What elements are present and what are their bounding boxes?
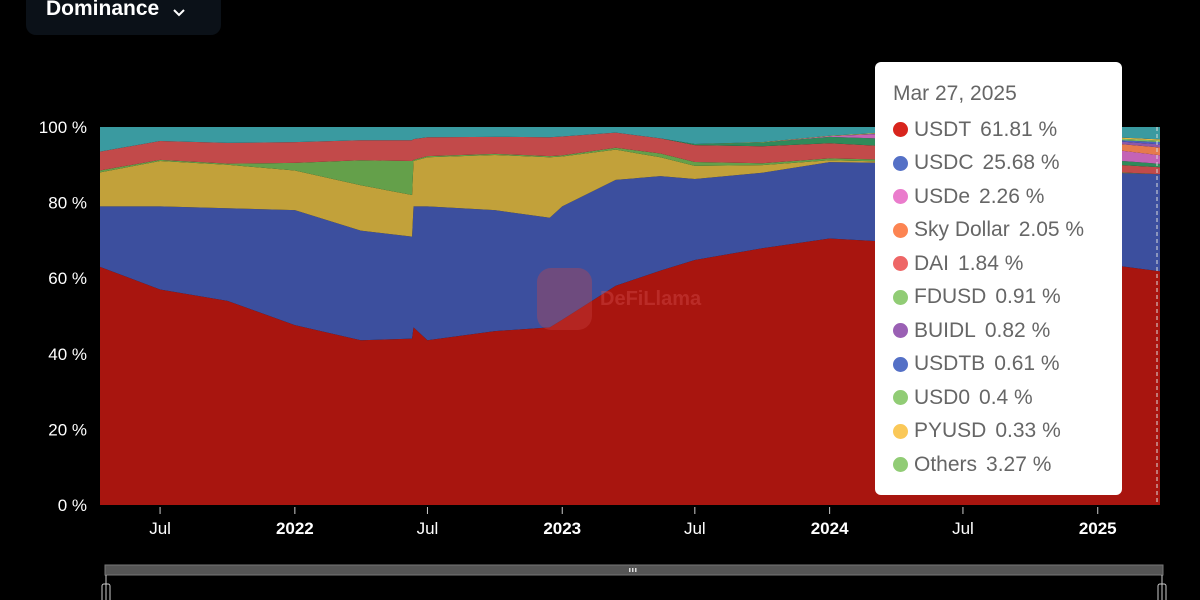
tooltip-row: PYUSD 0.33 %: [893, 415, 1122, 449]
area-series-3: [100, 147, 1160, 196]
metric-dropdown[interactable]: Dominance: [26, 0, 221, 35]
y-tick-label: 80 %: [48, 194, 87, 213]
tooltip-row: USDT 61.81 %: [893, 113, 1122, 147]
series-dot-icon: [893, 155, 908, 171]
x-tick-label: Jul: [149, 519, 171, 538]
x-tick-label: 2025: [1079, 519, 1117, 538]
series-name: Sky Dollar: [914, 218, 1010, 242]
dropdown-label: Dominance: [46, 0, 160, 20]
series-name: USDC: [914, 151, 974, 175]
series-value: 61.81 %: [980, 117, 1058, 141]
series-dot-icon: [893, 390, 908, 406]
series-name: USDTB: [914, 352, 986, 376]
llama-logo-icon: [537, 268, 592, 330]
series-name: DAI: [914, 251, 950, 275]
series-dot-icon: [893, 423, 908, 439]
series-value: 0.61 %: [994, 352, 1060, 376]
tooltip-row: USD0 0.4 %: [893, 381, 1122, 415]
series-value: 0.91 %: [995, 285, 1061, 309]
x-tick-label: Jul: [952, 519, 974, 538]
series-name: USD0: [914, 385, 971, 409]
y-tick-label: 100 %: [39, 118, 87, 137]
tooltip-row: USDC 25.68 %: [893, 147, 1122, 181]
slider-grip-icon[interactable]: [629, 568, 637, 572]
series-name: USDe: [914, 184, 971, 208]
tooltip-row: BUIDL 0.82 %: [893, 314, 1122, 348]
x-tick-label: 2022: [276, 519, 314, 538]
series-name: FDUSD: [914, 285, 987, 309]
tooltip-row: FDUSD 0.91 %: [893, 281, 1122, 315]
series-dot-icon: [893, 457, 908, 473]
series-dot-icon: [893, 256, 908, 272]
x-tick-label: 2024: [811, 519, 849, 538]
slider-handle-left[interactable]: [101, 583, 111, 600]
tooltip-row: USDe 2.26 %: [893, 180, 1122, 214]
series-value: 2.05 %: [1018, 218, 1085, 242]
series-value: 2.26 %: [979, 184, 1045, 208]
tooltip-date: Mar 27, 2025: [893, 82, 1017, 105]
y-tick-label: 0 %: [58, 496, 87, 515]
x-tick-label: Jul: [417, 519, 439, 538]
area-dai: [100, 132, 1160, 175]
series-value: 1.84 %: [958, 251, 1024, 275]
series-dot-icon: [893, 356, 908, 372]
series-name: Others: [914, 452, 978, 476]
tooltip-row: USDTB 0.61 %: [893, 348, 1122, 382]
series-value: 0.82 %: [984, 318, 1051, 342]
series-name: PYUSD: [914, 419, 987, 443]
series-value: 0.33 %: [995, 419, 1061, 443]
series-dot-icon: [893, 289, 908, 305]
tooltip-row: DAI 1.84 %: [893, 247, 1122, 281]
area-others: [100, 127, 1160, 152]
area-series-2: [100, 149, 1160, 237]
x-tick-label: 2023: [543, 519, 581, 538]
y-tick-label: 40 %: [48, 345, 87, 364]
y-tick-label: 20 %: [48, 420, 87, 439]
y-tick-label: 60 %: [48, 269, 87, 288]
series-value: 3.27 %: [986, 452, 1052, 476]
x-tick-label: Jul: [684, 519, 706, 538]
slider-track[interactable]: [104, 564, 1164, 576]
series-dot-icon: [893, 122, 908, 138]
series-dot-icon: [893, 222, 908, 238]
range-slider[interactable]: [101, 564, 1167, 600]
series-name: BUIDL: [914, 318, 976, 342]
chevron-down-icon: [173, 9, 185, 17]
slider-handle-right[interactable]: [1157, 583, 1167, 600]
series-value: 0.4 %: [979, 385, 1033, 409]
tooltip-row: Sky Dollar 2.05 %: [893, 214, 1122, 248]
series-name: USDT: [914, 117, 972, 141]
series-dot-icon: [893, 323, 908, 339]
defillama-watermark: DeFiLlama: [537, 268, 701, 330]
series-dot-icon: [893, 189, 908, 205]
watermark-text: DeFiLlama: [600, 287, 702, 310]
chart-tooltip: Mar 27, 2025 USDT 61.81 % USDC 25.68 % USDe 2…: [875, 62, 1122, 495]
series-value: 25.68 %: [982, 151, 1060, 175]
tooltip-row: Others 3.27 %: [893, 448, 1122, 482]
